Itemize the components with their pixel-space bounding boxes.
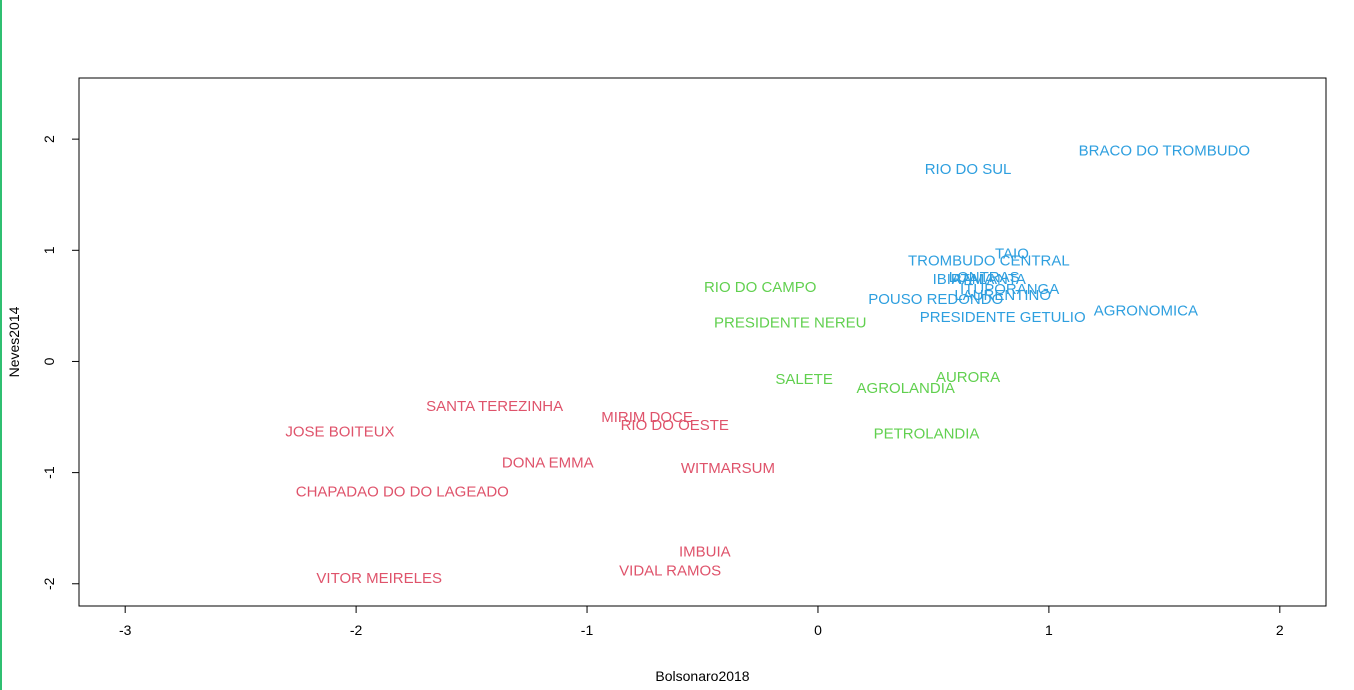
window-edge	[0, 0, 2, 690]
point-label: PRESIDENTE NEREU	[714, 315, 867, 332]
point-label: SALETE	[775, 371, 833, 388]
x-axis: -3 -2 -1 0 1 2	[119, 605, 1284, 638]
point-label: MIRIM DOCE	[601, 409, 693, 426]
point-label: JOSE BOITEUX	[285, 423, 394, 440]
point-label: VIDAL RAMOS	[619, 562, 721, 579]
point-label: AGROLANDIA	[857, 380, 955, 397]
point-label: AURORA	[936, 369, 1000, 386]
y-tick-label: 0	[41, 357, 57, 365]
y-axis-title: Neves2014	[6, 306, 22, 377]
point-label: ATALANTA	[952, 271, 1026, 288]
point-label: VITOR MEIRELES	[316, 570, 442, 587]
point-label: BRACO DO TROMBUDO	[1079, 142, 1250, 159]
point-label: DONA EMMA	[502, 455, 594, 472]
point-labels: BRACO DO TROMBUDO RIO DO SUL TAIOTROMBUDO …	[285, 142, 1250, 587]
point-label: ITUPORANGA	[960, 281, 1059, 298]
point-label: LONTRAS	[949, 269, 1020, 286]
point-label: PETROLANDIA	[874, 426, 980, 443]
point-label: RIO DO OESTE	[621, 417, 729, 434]
y-tick-label: -1	[41, 466, 57, 479]
point-label: CHAPADAO DO DO LAGEADO	[296, 484, 509, 501]
point-label: IBIRAMA	[933, 271, 995, 288]
y-tick-label: -2	[41, 577, 57, 590]
point-label: WITMARSUM	[681, 460, 775, 477]
y-axis: -2 -1 0 1 2	[41, 135, 80, 590]
y-tick-label: 2	[41, 135, 57, 143]
x-tick-label: -3	[119, 622, 132, 638]
x-tick-label: -2	[350, 622, 363, 638]
point-label: PRESIDENTE GETULIO	[920, 309, 1086, 326]
point-label: IMBUIA	[679, 544, 731, 561]
x-tick-label: 0	[814, 622, 822, 638]
point-label: RIO DO SUL	[925, 161, 1012, 178]
point-label: LAURENTINO	[954, 287, 1051, 304]
point-label: TAIO	[995, 246, 1029, 263]
point-label: SANTA TEREZINHA	[426, 398, 563, 415]
point-label: TROMBUDO CENTRAL	[908, 252, 1070, 269]
point-label: AGRONOMICA	[1094, 302, 1198, 319]
x-tick-label: 2	[1276, 622, 1284, 638]
point-label: POUSO REDONDO	[868, 291, 1003, 308]
x-tick-label: 1	[1045, 622, 1053, 638]
x-axis-title: Bolsonaro2018	[655, 668, 749, 684]
y-tick-label: 1	[41, 246, 57, 254]
x-tick-label: -1	[581, 622, 594, 638]
point-label: RIO DO CAMPO	[704, 279, 817, 296]
